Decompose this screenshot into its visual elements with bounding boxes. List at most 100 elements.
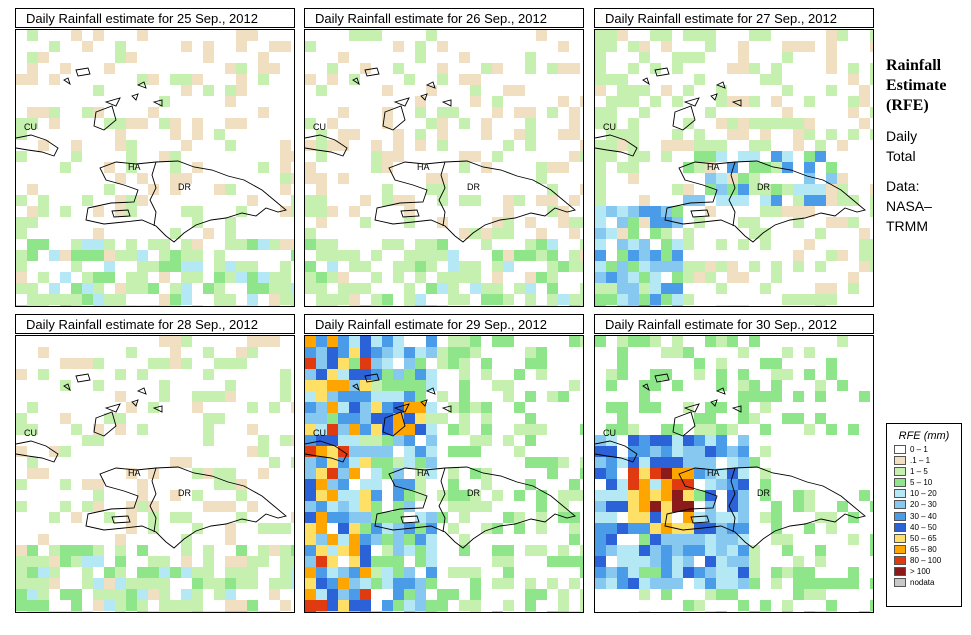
- rfe-cell: [38, 534, 49, 545]
- legend-item: 40 – 50: [894, 522, 961, 533]
- rfe-cell: [738, 534, 749, 545]
- rfe-cell: [837, 173, 848, 184]
- rfe-cell: [716, 380, 727, 391]
- rfe-cell: [93, 107, 104, 118]
- rfe-cell: [617, 358, 628, 369]
- rfe-cell: [316, 424, 327, 435]
- rfe-cell: [415, 523, 426, 534]
- rfe-cell: [547, 63, 558, 74]
- rfe-cell: [661, 30, 672, 41]
- rfe-cell: [650, 63, 661, 74]
- rfe-cell: [595, 206, 606, 217]
- rfe-cell: [305, 380, 316, 391]
- rfe-cell: [558, 96, 569, 107]
- rfe-cell: [705, 30, 716, 41]
- rfe-cell: [448, 424, 459, 435]
- rfe-cell: [617, 567, 628, 578]
- rfe-cell: [247, 294, 258, 305]
- rfe-cell: [837, 217, 848, 228]
- rfe-cell: [291, 556, 294, 567]
- rfe-cell: [426, 567, 437, 578]
- map-panel: Daily Rainfall estimate for 30 Sep., 201…: [594, 314, 874, 614]
- rfe-cell: [27, 600, 38, 611]
- island-outline: [93, 411, 117, 437]
- map-panel: Daily Rainfall estimate for 25 Sep., 201…: [15, 8, 295, 308]
- rfe-cell: [595, 250, 606, 261]
- rfe-cell: [683, 239, 694, 250]
- rfe-cell: [225, 118, 236, 129]
- rfe-cell: [305, 336, 316, 347]
- rfe-cell: [514, 512, 525, 523]
- rfe-cell: [382, 347, 393, 358]
- rfe-cell: [115, 534, 126, 545]
- rfe-cell: [327, 239, 338, 250]
- rfe-cell: [247, 578, 258, 589]
- rfe-cell: [360, 611, 371, 612]
- rfe-cell: [727, 545, 738, 556]
- rfe-cell: [71, 151, 82, 162]
- rfe-cell: [716, 96, 727, 107]
- rfe-cell: [826, 358, 837, 369]
- rfe-cell: [448, 567, 459, 578]
- rfe-cell: [525, 479, 536, 490]
- rfe-cell: [426, 512, 437, 523]
- rfe-cell: [71, 250, 82, 261]
- rfe-cell: [38, 305, 49, 306]
- rfe-cell: [580, 567, 583, 578]
- rfe-cell: [492, 294, 503, 305]
- island-outline: [152, 405, 163, 413]
- rfe-cell: [82, 272, 93, 283]
- rfe-cell: [738, 512, 749, 523]
- rfe-cell: [338, 272, 349, 283]
- rfe-cell: [126, 140, 137, 151]
- rfe-cell: [606, 140, 617, 151]
- rfe-cell: [327, 490, 338, 501]
- rfe-cell: [459, 402, 470, 413]
- rfe-cell: [580, 151, 583, 162]
- rfe-cell: [870, 63, 873, 74]
- rfe-cell: [558, 611, 569, 612]
- rfe-cell: [126, 347, 137, 358]
- rfe-cell: [650, 206, 661, 217]
- rfe-cell: [203, 578, 214, 589]
- rfe-cell: [727, 589, 738, 600]
- rfe-cell: [606, 129, 617, 140]
- rfe-cell: [393, 567, 404, 578]
- rfe-cell: [327, 206, 338, 217]
- rfe-cell: [349, 347, 360, 358]
- rfe-cell: [760, 30, 771, 41]
- rfe-cell: [316, 589, 327, 600]
- rfe-cell: [793, 206, 804, 217]
- rfe-cell: [371, 151, 382, 162]
- rfe-cell: [159, 380, 170, 391]
- rfe-cell: [316, 490, 327, 501]
- rfe-cell: [804, 611, 815, 612]
- rfe-cell: [870, 184, 873, 195]
- rfe-cell: [338, 424, 349, 435]
- rfe-cell: [38, 611, 49, 612]
- rfe-cell: [360, 556, 371, 567]
- rfe-cell: [558, 600, 569, 611]
- rfe-cell: [793, 250, 804, 261]
- rfe-cell: [27, 63, 38, 74]
- rfe-cell: [459, 228, 470, 239]
- rfe-cell: [170, 567, 181, 578]
- rfe-cell: [82, 479, 93, 490]
- rfe-cell: [316, 402, 327, 413]
- rfe-cell: [525, 391, 536, 402]
- island-outline: [683, 97, 700, 107]
- rfe-cell: [360, 512, 371, 523]
- rfe-cell: [606, 30, 617, 41]
- rfe-cell: [269, 283, 280, 294]
- rfe-cell: [672, 457, 683, 468]
- island-outline: [75, 373, 91, 383]
- rfe-cell: [247, 611, 258, 612]
- rfe-cell: [558, 162, 569, 173]
- rfe-cell: [804, 173, 815, 184]
- rfe-cell: [225, 96, 236, 107]
- rfe-cell: [27, 294, 38, 305]
- rfe-cell: [448, 479, 459, 490]
- rfe-cell: [291, 402, 294, 413]
- rfe-cell: [569, 151, 580, 162]
- rfe-cell: [595, 217, 606, 228]
